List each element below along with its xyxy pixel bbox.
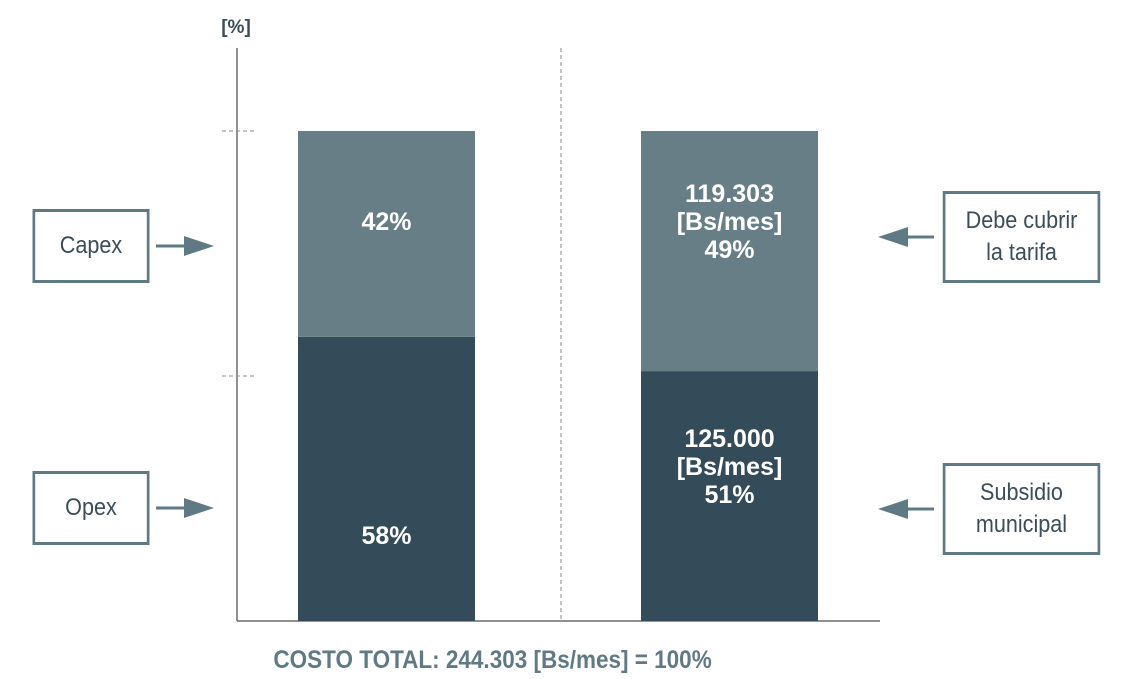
bar-1-capex-label: 42%: [361, 208, 411, 236]
opex-label: Opex: [65, 494, 117, 521]
bar-1-opex-label: 58%: [361, 522, 411, 550]
tarifa-label-line1: Debe cubrir: [965, 207, 1078, 234]
capex-arrow-icon: [156, 236, 214, 256]
subsidio-label: Subsidio municipal: [976, 477, 1067, 541]
bar-label-line: [Bs/mes]: [677, 453, 783, 481]
tarifa-label: Debe cubrir la tarifa: [966, 205, 1078, 269]
bar-label-line: 125.000: [684, 425, 774, 453]
y-axis-label: [%]: [221, 17, 251, 38]
tarifa-arrow-icon: [878, 227, 934, 247]
bar-label-line: 58%: [361, 522, 411, 550]
bar-1-opex: [298, 336, 475, 621]
bars-group: 58%42%125.000 [Bs/mes] 51%119.303 [Bs/mes] 4…: [298, 131, 818, 621]
bar-2-capex: [641, 131, 818, 372]
bar-label-line: [Bs/mes]: [677, 208, 783, 236]
bar-label-line: 42%: [361, 208, 411, 236]
bar-label-line: 51%: [704, 481, 754, 509]
bar-label-line: 49%: [704, 236, 754, 264]
total-cost-footer: COSTO TOTAL: 244.303 [Bs/mes] = 100%: [49, 646, 1062, 675]
total-cost-text: COSTO TOTAL: 244.303 [Bs/mes] = 100%: [273, 646, 712, 674]
bar-label-line: 119.303: [685, 180, 774, 208]
capex-label: Capex: [59, 232, 123, 259]
tarifa-label-line2: la tarifa: [986, 239, 1057, 266]
opex-arrow-icon: [156, 498, 214, 518]
bar-1-capex: [298, 131, 475, 337]
subsidio-label-line1: Subsidio: [980, 479, 1063, 506]
subsidio-label-box: Subsidio municipal: [942, 463, 1101, 555]
capex-label-box: Capex: [32, 209, 150, 283]
bar-2-opex: [641, 371, 818, 621]
bar-2-opex-label: 125.000 [Bs/mes] 51%: [677, 425, 783, 509]
tarifa-label-box: Debe cubrir la tarifa: [942, 191, 1101, 283]
opex-label-box: Opex: [32, 471, 150, 545]
subsidio-label-line2: municipal: [975, 511, 1068, 538]
bar-2-capex-label: 119.303 [Bs/mes] 49%: [677, 180, 783, 264]
subsidio-arrow-icon: [878, 499, 934, 519]
